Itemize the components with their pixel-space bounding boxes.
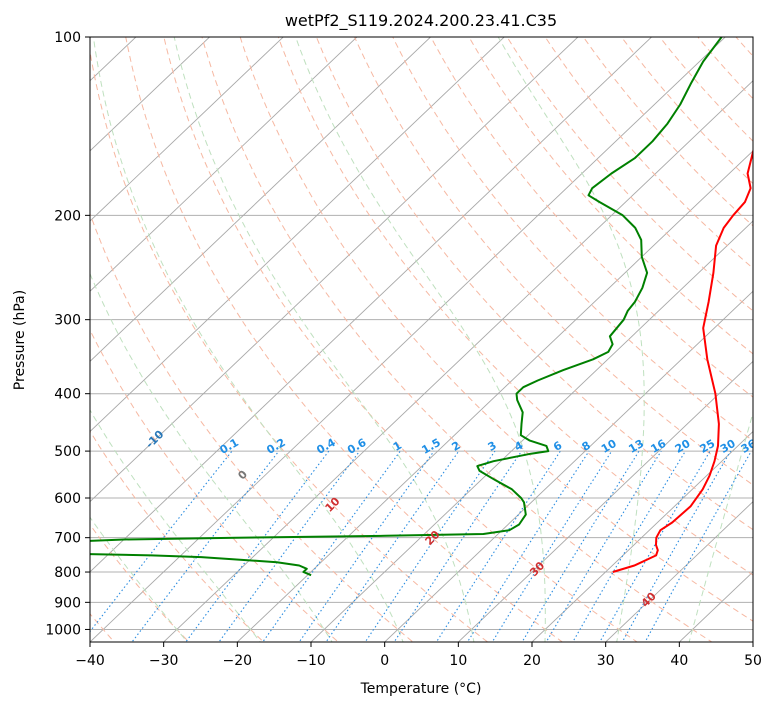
x-axis: −40 −30 −20 −10 0 10 20 30 40 50 [75, 642, 762, 669]
mixing-ratio-label: 36 [739, 437, 759, 456]
y-tick-label: 700 [54, 531, 81, 547]
mixing-ratio-line [262, 450, 401, 642]
isotherm-line [384, 290, 753, 642]
isotherm-line [531, 430, 753, 642]
dry-adiabat-line [620, 37, 753, 185]
plot-frame [89, 36, 754, 643]
moist-adiabat-line [90, 516, 188, 642]
isotherm-line [90, 37, 358, 292]
moist-adiabat-line [688, 410, 753, 642]
x-tick-label: −40 [75, 653, 105, 669]
moist-adiabat-line [90, 272, 333, 642]
temperature-trace [612, 147, 753, 573]
y-tick-label: 200 [54, 208, 81, 224]
x-tick-label: 30 [597, 653, 615, 669]
x-tick-label: −20 [223, 653, 253, 669]
mixing-ratio-line [364, 450, 496, 642]
x-tick-label: 50 [744, 653, 762, 669]
mixing-ratio-line [131, 450, 280, 642]
y-axis-label: Pressure (hPa) [12, 290, 28, 390]
dry-adiabat-line [392, 37, 753, 442]
moist-adiabat-line [92, 37, 404, 642]
dry-adiabat-line [582, 37, 753, 227]
isotherm-line [236, 150, 753, 642]
mixing-ratio-line [466, 450, 590, 642]
mixing-ratio-line [545, 450, 662, 642]
chart-title: wetPf2_S119.2024.200.23.41.C35 [285, 11, 557, 31]
x-tick-label: 10 [449, 653, 467, 669]
dry-adiabat-line [315, 37, 753, 531]
isotherm-line [90, 37, 505, 433]
moist-adiabat-line [90, 409, 261, 642]
isotherm-line [90, 37, 579, 503]
isotherm-line [90, 37, 284, 222]
y-tick-label: 300 [54, 313, 81, 329]
dry-adiabat-line [277, 37, 753, 576]
isotherm-line [90, 37, 211, 152]
dry-adiabat-line [430, 37, 753, 398]
isotherm-line [605, 501, 753, 642]
dry-adiabat-line [239, 37, 753, 622]
isotherm-line [310, 220, 753, 642]
dry-adiabat-line [544, 37, 753, 269]
x-tick-label: −10 [296, 653, 326, 669]
mixing-ratio-line [521, 450, 640, 642]
y-tick-label: 400 [54, 387, 81, 403]
x-tick-label: −30 [149, 653, 179, 669]
dry-adiabat-line [163, 37, 638, 642]
mixing-ratio-line [644, 450, 752, 642]
isotherm-line [90, 37, 653, 573]
dry-adiabat-line [201, 37, 713, 642]
dry-adiabat-line [90, 329, 340, 642]
mixing-ratio-line [435, 450, 561, 642]
y-tick-label: 1000 [45, 622, 81, 638]
mixing-ratio-line [491, 450, 613, 642]
plot-area [90, 37, 753, 642]
dry-adiabat-line [90, 48, 489, 642]
y-tick-label: 800 [54, 565, 81, 581]
dry-adiabat-line [353, 37, 753, 486]
dry-adiabat-line [90, 523, 190, 642]
x-tick-label: 0 [380, 653, 389, 669]
y-tick-label: 900 [54, 595, 81, 611]
mixing-ratio-line [218, 450, 361, 642]
dewpoint-trace [90, 37, 723, 577]
moist-adiabat-line [497, 37, 645, 642]
mixing-ratio-line [572, 450, 686, 642]
dry-adiabat-line [506, 37, 753, 312]
x-tick-label: 40 [670, 653, 688, 669]
isotherm-line [90, 37, 432, 362]
y-tick-label: 500 [54, 444, 81, 460]
mixing-ratio-line [599, 450, 711, 642]
y-tick-label: 100 [54, 30, 81, 46]
moist-adiabat-line [295, 37, 546, 642]
isotherm-line [90, 37, 726, 642]
dry-adiabat-line [90, 212, 414, 642]
y-tick-label: 600 [54, 491, 81, 507]
mixing-ratio-line [393, 450, 523, 642]
x-tick-label: 20 [523, 653, 541, 669]
dry-adiabat-line [125, 37, 564, 642]
y-axis: 100 200 300 400 500 600 700 800 900 1000 [45, 30, 90, 638]
x-axis-label: Temperature (°C) [360, 681, 482, 697]
moist-adiabat-line [173, 37, 475, 642]
isotherm-line [457, 360, 753, 642]
